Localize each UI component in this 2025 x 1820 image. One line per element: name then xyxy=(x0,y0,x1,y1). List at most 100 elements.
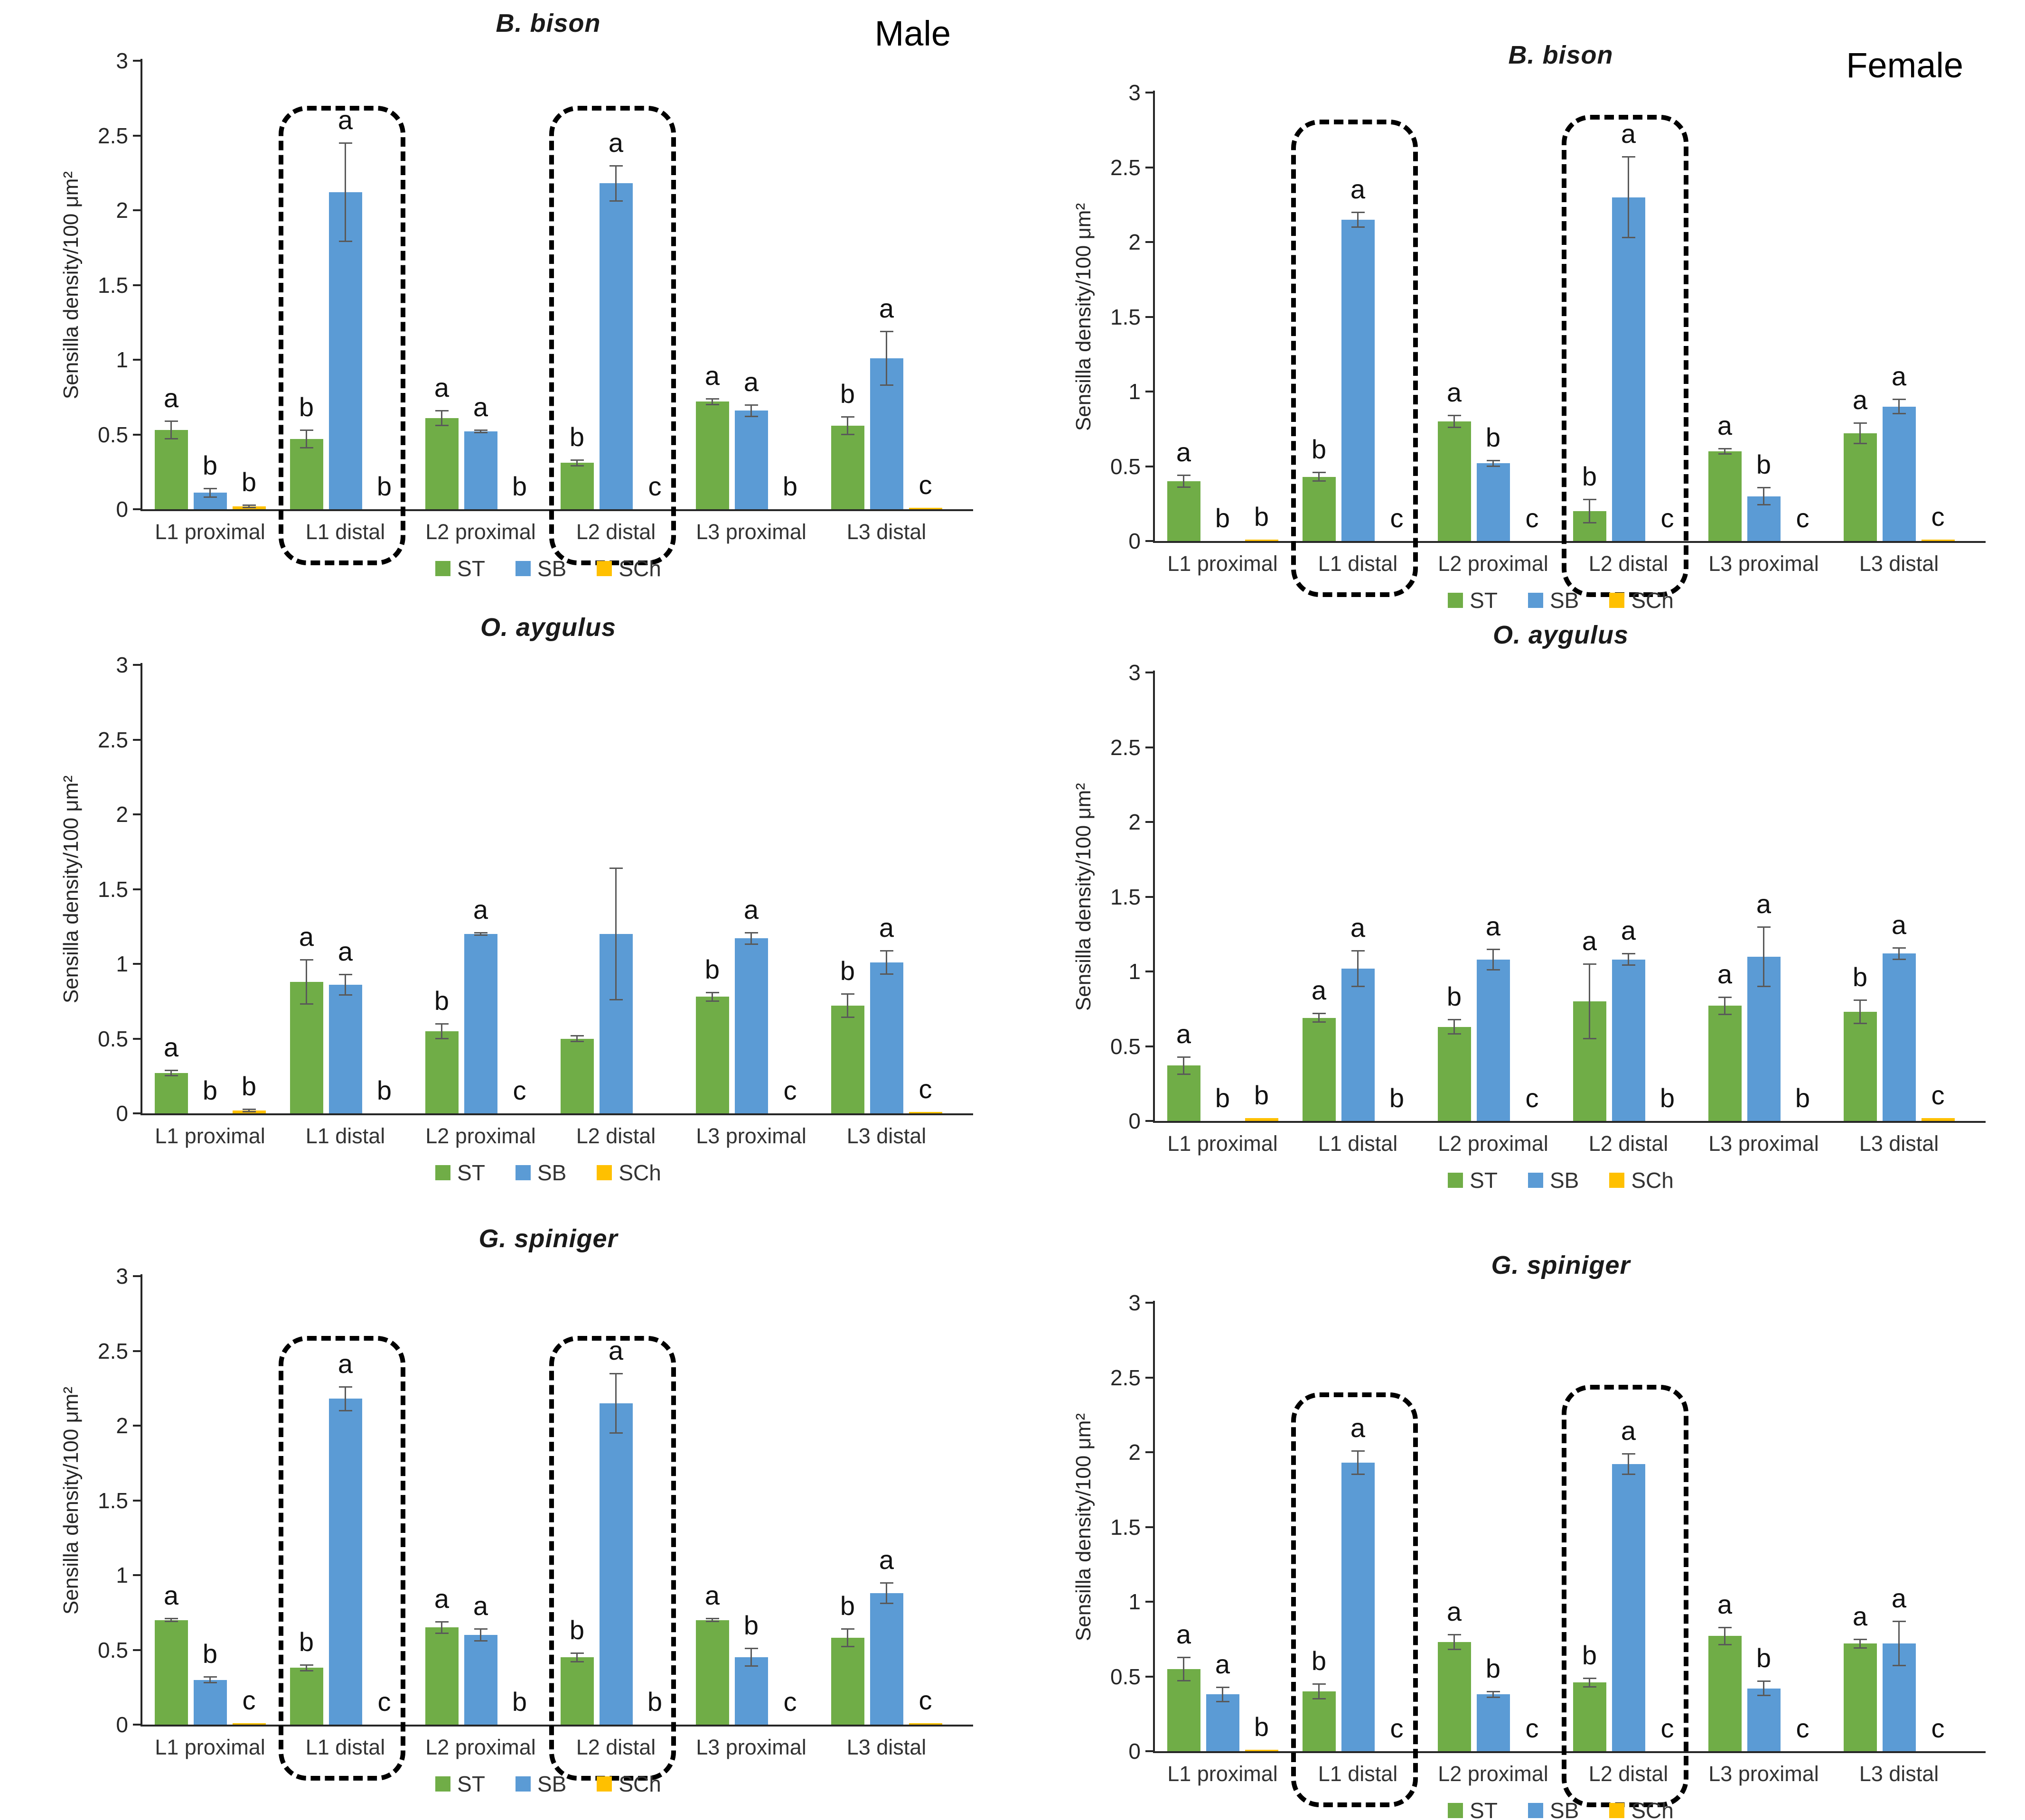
x-category-label: L3 proximal xyxy=(696,520,806,544)
bar-st xyxy=(695,997,729,1113)
bar-st xyxy=(695,401,729,509)
y-tick-label: 1.5 xyxy=(1110,884,1141,909)
y-tick-label: 0.5 xyxy=(1110,454,1141,479)
legend-item-sb: SB xyxy=(1528,588,1579,613)
y-tick-mark xyxy=(1145,1302,1153,1304)
significance-letter: b xyxy=(1659,1083,1675,1113)
error-bar xyxy=(1898,399,1900,414)
y-axis-line xyxy=(1153,91,1155,543)
significance-letter: b xyxy=(202,450,218,480)
significance-letter: a xyxy=(1176,437,1191,467)
error-bar-cap xyxy=(1622,1453,1635,1455)
error-bar-cap xyxy=(841,993,854,995)
error-bar-cap xyxy=(744,415,758,417)
bar-sch xyxy=(1245,1749,1278,1751)
y-tick-mark xyxy=(1145,1601,1153,1603)
y-tick-label: 2.5 xyxy=(1110,155,1141,180)
error-bar-cap xyxy=(1486,459,1500,461)
error-bar xyxy=(711,398,713,405)
y-tick-mark xyxy=(133,1275,141,1277)
error-bar xyxy=(711,992,713,1001)
legend-label: ST xyxy=(457,1160,485,1185)
y-tick-label: 2.5 xyxy=(1110,735,1141,760)
y-tick-mark xyxy=(1145,821,1153,823)
y-tick-mark xyxy=(133,508,141,510)
bar-sb xyxy=(193,1680,227,1725)
x-category-label: L1 distal xyxy=(1318,1762,1398,1786)
y-tick-mark xyxy=(1145,1675,1153,1678)
legend-item-sch: SCh xyxy=(1609,1798,1674,1820)
error-bar xyxy=(1357,950,1359,987)
error-bar-cap xyxy=(570,459,584,461)
bar-st xyxy=(1167,481,1200,541)
x-category-label: L1 distal xyxy=(305,520,385,544)
bar-sb xyxy=(328,192,362,509)
error-bar xyxy=(248,1109,250,1112)
y-tick-mark xyxy=(1145,1750,1153,1752)
error-bar-cap xyxy=(705,1620,719,1622)
error-bar-cap xyxy=(1718,1014,1732,1016)
y-tick-label: 0 xyxy=(116,497,128,522)
error-bar-cap xyxy=(338,1409,352,1411)
y-tick-mark xyxy=(133,359,141,361)
error-bar-cap xyxy=(435,1621,449,1623)
x-category-label: L2 distal xyxy=(1588,1762,1669,1786)
significance-letter: b xyxy=(743,1610,759,1641)
y-tick-mark xyxy=(1145,971,1153,972)
error-bar xyxy=(441,1024,442,1039)
y-tick-mark xyxy=(1145,896,1153,898)
error-bar-cap xyxy=(880,973,893,975)
error-bar-cap xyxy=(1177,1056,1191,1058)
bar-sb xyxy=(464,1635,497,1725)
error-bar-cap xyxy=(1216,1701,1229,1703)
y-tick-label: 2.5 xyxy=(98,727,128,752)
significance-letter: a xyxy=(1891,361,1907,391)
highlight-dashed-box xyxy=(1562,1385,1688,1807)
significance-letter: c xyxy=(648,471,662,501)
x-category-label: L1 distal xyxy=(1318,1131,1398,1156)
error-bar xyxy=(1724,997,1725,1015)
significance-letter: a xyxy=(704,1580,720,1611)
significance-letter: a xyxy=(608,1335,624,1365)
y-tick-mark xyxy=(1145,1526,1153,1528)
error-bar-cap xyxy=(1718,996,1732,998)
error-bar xyxy=(1318,1684,1320,1699)
bar-st xyxy=(425,1627,459,1725)
error-bar xyxy=(1357,212,1359,227)
y-tick-label: 0.5 xyxy=(1110,1034,1141,1059)
y-tick-mark xyxy=(1145,746,1153,748)
legend-label: ST xyxy=(1470,1798,1498,1820)
significance-letter: b xyxy=(1756,449,1772,479)
error-bar-cap xyxy=(435,1023,449,1025)
error-bar-cap xyxy=(841,433,854,435)
legend-swatch-sb xyxy=(515,1776,531,1792)
error-bar xyxy=(1182,1056,1184,1075)
y-tick-label: 3 xyxy=(116,653,128,677)
y-tick-mark xyxy=(1145,316,1153,318)
highlight-dashed-box xyxy=(279,1336,405,1781)
bar-st xyxy=(1843,433,1877,541)
error-bar-cap xyxy=(474,1628,488,1630)
y-tick-mark xyxy=(1145,92,1153,93)
x-category-label: L3 distal xyxy=(1859,1131,1939,1156)
y-tick-mark xyxy=(133,209,141,211)
x-category-label: L3 proximal xyxy=(696,1735,806,1759)
legend: ST SB SCh xyxy=(142,556,954,581)
highlight-dashed-box xyxy=(279,105,405,565)
error-bar-cap xyxy=(203,1681,217,1683)
error-bar-cap xyxy=(300,1664,313,1666)
y-tick-mark xyxy=(133,1425,141,1427)
significance-letter: c xyxy=(1390,503,1404,533)
error-bar-cap xyxy=(435,1037,449,1039)
significance-letter: b xyxy=(1756,1643,1772,1673)
significance-letter: b xyxy=(241,1071,257,1101)
legend-label: SCh xyxy=(619,556,661,581)
x-axis-line xyxy=(1153,1751,1986,1753)
error-bar-cap xyxy=(1447,1033,1461,1035)
error-bar-cap xyxy=(1583,1037,1596,1039)
y-tick-label: 1 xyxy=(116,1563,128,1587)
bar-st xyxy=(290,439,323,509)
error-bar-cap xyxy=(744,932,758,933)
y-tick-label: 2.5 xyxy=(98,123,128,148)
bar-st xyxy=(1437,1027,1471,1121)
